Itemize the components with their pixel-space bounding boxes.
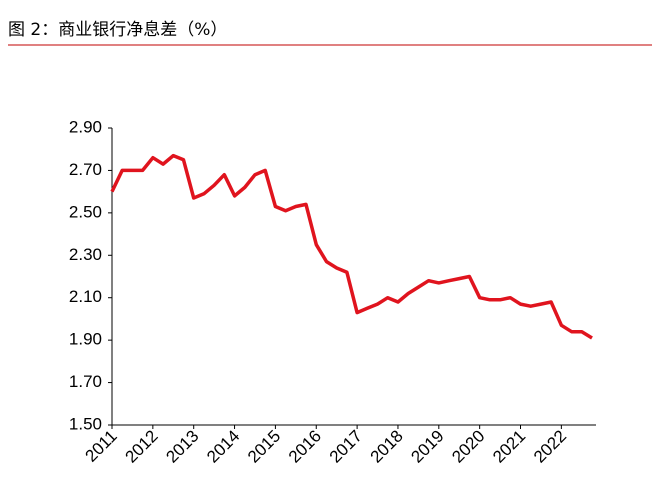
x-tick-label: 2013 [162,426,202,466]
x-tick-label: 2014 [203,426,243,466]
y-tick-label: 2.70 [69,160,102,179]
y-tick-label: 2.90 [69,117,102,136]
x-tick-label: 2021 [489,426,529,466]
x-tick-label: 2016 [285,426,325,466]
x-tick-label: 2012 [121,426,161,466]
y-tick-label: 2.30 [69,245,102,264]
x-tick-label: 2019 [407,426,447,466]
x-tick-label: 2022 [530,426,570,466]
y-tick-label: 1.70 [69,372,102,391]
x-tick-label: 2018 [367,426,407,466]
data-line [110,153,593,340]
x-tick-label: 2017 [326,426,366,466]
x-tick-label: 2020 [448,426,488,466]
y-tick-label: 2.10 [69,287,102,306]
y-tick-label: 1.90 [69,330,102,349]
chart-title: 图 2：商业银行净息差（%） [8,20,227,40]
y-tick-label: 2.50 [69,202,102,221]
y-tick-label: 1.50 [69,414,102,433]
x-tick-label: 2015 [244,426,284,466]
